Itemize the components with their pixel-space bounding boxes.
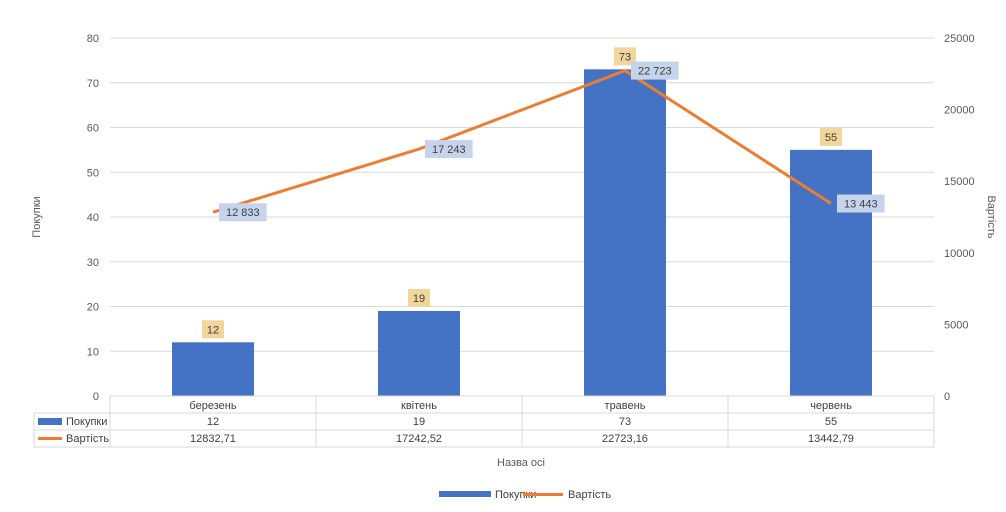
bar-label-bg: [820, 127, 842, 146]
x-tick-label: березень: [189, 400, 236, 412]
y-tick-label: 10: [87, 346, 99, 358]
y2-tick-label: 0: [944, 391, 950, 403]
table-cell: 73: [619, 416, 631, 428]
table-cell: 22723,16: [602, 433, 648, 445]
y-tick-label: 0: [93, 391, 99, 403]
y-axis-title: Покупки: [31, 196, 43, 237]
table-cell: 19: [413, 416, 425, 428]
line-label-bg: [425, 140, 473, 159]
left-axis: 0 10 20 30 40 50 60 70 80: [87, 33, 99, 403]
bar-data-label: 55: [825, 132, 837, 144]
y-tick-label: 50: [87, 167, 99, 179]
y2-tick-label: 20000: [944, 105, 975, 117]
line-series: [212, 69, 832, 214]
bar-series: [172, 69, 872, 396]
bar: [378, 310, 460, 396]
y2-tick-label: 15000: [944, 176, 975, 188]
line-data-label: 13 443: [844, 198, 878, 210]
y-tick-label: 60: [87, 123, 99, 135]
line-label-bg: [219, 203, 267, 222]
x-axis-title: Назва осі: [497, 457, 545, 469]
y2-axis-title: Вартість: [985, 195, 997, 238]
bar-data-label: 19: [413, 293, 425, 305]
y2-tick-label: 5000: [944, 319, 968, 331]
y-tick-label: 20: [87, 302, 99, 314]
bar-data-label: 73: [619, 51, 631, 63]
y-tick-label: 70: [87, 78, 99, 90]
data-table: березень квітень травень червень Покупки 12 19…: [33, 395, 935, 448]
bar-label-bg: [614, 47, 636, 66]
table-cell: 17242,52: [396, 433, 442, 445]
line-path: [212, 69, 832, 214]
table-cell: 55: [825, 416, 837, 428]
legend-label-bar: Покупки: [495, 489, 536, 501]
x-tick-label: травень: [605, 400, 646, 412]
line-data-label: 22 723: [638, 66, 672, 78]
bar: [790, 149, 872, 396]
y2-tick-label: 25000: [944, 33, 975, 45]
legend-swatch-line: [523, 493, 563, 496]
right-axis: 0 5000 10000 15000 20000 25000: [944, 33, 975, 403]
table-cell: 12: [207, 416, 219, 428]
x-tick-label: червень: [810, 400, 852, 412]
bar-data-label: 12: [207, 324, 219, 336]
table-series-name: Вартість: [66, 433, 109, 445]
y-tick-label: 80: [87, 33, 99, 45]
line-data-label: 12 833: [226, 207, 260, 219]
table-legend-key: [38, 418, 62, 425]
line-data-label: 17 243: [432, 144, 466, 156]
line-label-bg: [631, 61, 679, 80]
data-labels: 12 19 73 55 12 833 17 243 22 723 13 443: [202, 47, 885, 339]
legend-label-line: Вартість: [568, 489, 611, 501]
bar: [172, 342, 254, 396]
table-cell: 12832,71: [190, 433, 236, 445]
table-cell: 13442,79: [808, 433, 854, 445]
line-label-bg: [837, 194, 885, 213]
y2-tick-label: 10000: [944, 248, 975, 260]
y-tick-label: 30: [87, 257, 99, 269]
bar-label-bg: [408, 288, 430, 307]
bar-label-bg: [202, 320, 224, 339]
legend-swatch-bar: [439, 491, 491, 497]
table-series-name: Покупки: [66, 416, 107, 428]
table-legend-key: [38, 437, 62, 440]
x-tick-label: квітень: [401, 400, 437, 412]
bar: [584, 69, 666, 396]
legend: Покупки Вартість: [439, 489, 611, 501]
y-tick-label: 40: [87, 212, 99, 224]
